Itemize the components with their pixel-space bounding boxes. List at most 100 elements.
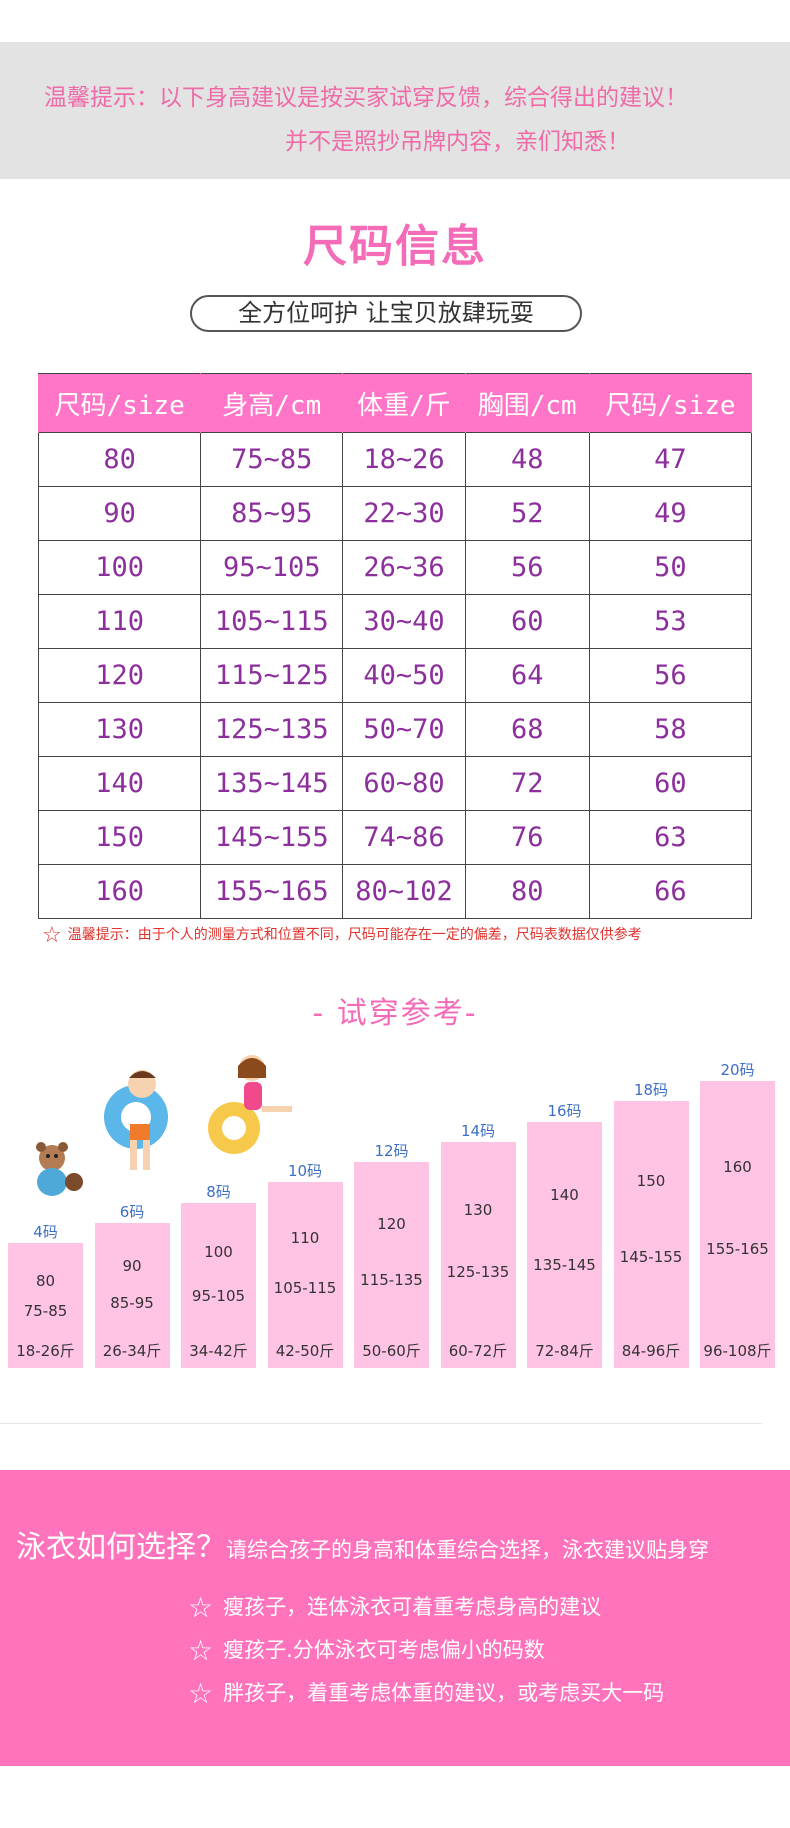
table-cell: 56 (588, 648, 753, 703)
bar: 80 75-85 18-26斤 (8, 1243, 83, 1368)
bar-height-value: 100 (204, 1243, 233, 1262)
table-row: 80 75~85 18~26 48 47 (37, 432, 753, 487)
bar-size-label: 8码 (206, 1182, 231, 1201)
guide-tip-text: 胖孩子，着重考虑体重的建议，或考虑买大一码 (223, 1681, 665, 1705)
bar-weight-range: 72-84斤 (535, 1342, 594, 1360)
table-row: 120 115~125 40~50 64 56 (37, 648, 753, 703)
table-cell: 47 (588, 432, 753, 487)
table-cell: 30~40 (342, 594, 466, 649)
guide-heading: 泳衣如何选择？请综合孩子的身高和体重综合选择，泳衣建议贴身穿 (16, 1522, 709, 1566)
table-row: 150 145~155 74~86 76 63 (37, 810, 753, 865)
notice-line-1: 温馨提示：以下身高建议是按买家试穿反馈，综合得出的建议！ (44, 85, 688, 111)
table-cell: 58 (588, 702, 753, 757)
header-height: 身高/cm (200, 373, 344, 433)
table-cell: 100 (37, 540, 202, 595)
table-cell: 52 (464, 486, 590, 541)
bar: 140 135-145 72-84斤 (527, 1121, 602, 1368)
bar-height-value: 160 (723, 1158, 752, 1177)
bar: 110 105-115 42-50斤 (267, 1182, 343, 1368)
bar-size-label: 4码 (33, 1223, 58, 1241)
teddy-bear-illustration (36, 1142, 83, 1196)
guide-tip: ☆ 瘦孩子.分体泳衣可考虑偏小的码数 (188, 1634, 545, 1667)
bar: 100 95-105 34-42斤 (181, 1202, 256, 1368)
table-cell: 80 (37, 432, 202, 487)
table-cell: 49 (588, 486, 753, 541)
bar-height-value: 90 (122, 1257, 142, 1276)
star-outline-icon: ☆ (188, 1591, 214, 1624)
star-outline-icon: ☆ (188, 1677, 214, 1710)
bar-height-range: 145-155 (619, 1248, 683, 1267)
bar-size-label: 14码 (460, 1121, 496, 1140)
table-row: 90 85~95 22~30 52 49 (37, 486, 753, 541)
table-cell: 26~36 (342, 540, 466, 595)
bar-weight-range: 96-108斤 (703, 1342, 772, 1360)
table-header-row: 尺码/size 身高/cm 体重/斤 胸围/cm 尺码/size (37, 373, 753, 433)
bar-size-label: 12码 (374, 1142, 409, 1160)
table-cell: 50 (588, 540, 753, 595)
table-cell: 40~50 (342, 648, 466, 703)
bar-weight-range: 18-26斤 (16, 1342, 75, 1360)
bar-height-range: 95-105 (191, 1286, 246, 1305)
bar-height-range: 105-115 (273, 1278, 337, 1297)
table-cell: 50~70 (342, 702, 466, 757)
table-row: 140 135~145 60~80 72 60 (37, 756, 753, 811)
bar-size-label: 10码 (287, 1162, 323, 1181)
bar-weight-range: 34-42斤 (189, 1342, 248, 1360)
table-cell: 48 (464, 432, 590, 487)
bar: 130 125-135 60-72斤 (440, 1141, 516, 1368)
table-cell: 63 (588, 810, 753, 865)
table-cell: 135~145 (200, 756, 344, 811)
bar-height-value: 140 (550, 1186, 579, 1205)
star-outline-icon: ☆ (188, 1634, 214, 1667)
table-cell: 125~135 (200, 702, 344, 757)
bar-height-value: 150 (636, 1172, 666, 1191)
table-row: 130 125~135 50~70 68 58 (37, 702, 753, 757)
table-cell: 66 (588, 864, 753, 919)
warning-text: 温馨提示：由于个人的测量方式和位置不同，尺码可能存在一定的偏差，尺码表数据仅供参… (67, 927, 642, 943)
header-size-2: 尺码/size (588, 373, 753, 433)
bar: 150 145-155 84-96斤 (613, 1101, 689, 1368)
table-cell: 22~30 (342, 486, 466, 541)
divider (0, 1423, 762, 1424)
bar-height-range: 85-95 (110, 1294, 154, 1313)
table-cell: 115~125 (200, 648, 344, 703)
bar-size-label: 20码 (720, 1061, 755, 1079)
bar: 90 85-95 26-34斤 (94, 1222, 170, 1368)
bar-height-range: 75-85 (23, 1301, 68, 1320)
size-table: 尺码/size 身高/cm 体重/斤 胸围/cm 尺码/size 80 75~85… (37, 373, 753, 919)
header-weight: 体重/斤 (342, 373, 466, 433)
table-cell: 64 (464, 648, 590, 703)
bar-weight-range: 42-50斤 (275, 1342, 335, 1360)
table-cell: 105~115 (200, 594, 344, 649)
table-row: 160 155~165 80~102 80 66 (37, 864, 753, 919)
subtitle-pill: 全方位呵护 让宝贝放肆玩耍 (190, 295, 582, 332)
boy-with-float-illustration (104, 1070, 168, 1170)
table-cell: 18~26 (342, 432, 466, 487)
table-cell: 145~155 (200, 810, 344, 865)
bar-height-value: 120 (377, 1214, 406, 1233)
trial-title: - 试穿参考- (312, 996, 478, 1031)
table-cell: 74~86 (342, 810, 466, 865)
table-cell: 60~80 (342, 756, 466, 811)
table-cell: 60 (464, 594, 590, 649)
guide-heading-title: 泳衣如何选择？ (16, 1530, 226, 1565)
header-size: 尺码/size (37, 373, 202, 433)
bar-weight-range: 84-96斤 (621, 1342, 681, 1360)
table-cell: 95~105 (200, 540, 344, 595)
bar-weight-range: 26-34斤 (102, 1342, 162, 1360)
bar-size-label: 6码 (119, 1202, 145, 1221)
table-cell: 110 (37, 594, 202, 649)
guide-tip: ☆ 胖孩子，着重考虑体重的建议，或考虑买大一码 (188, 1677, 664, 1710)
bar-height-range: 115-135 (360, 1271, 423, 1290)
table-row: 100 95~105 26~36 56 50 (37, 540, 753, 595)
table-cell: 60 (588, 756, 753, 811)
bar-height-value: 110 (290, 1228, 320, 1247)
bar: 160 155-165 96-108斤 (700, 1081, 775, 1368)
bar-size-label: 16码 (547, 1101, 582, 1120)
star-outline-icon: ☆ (42, 923, 62, 948)
header-chest: 胸围/cm (464, 373, 590, 433)
bar-height-range: 155-165 (706, 1240, 769, 1259)
table-cell: 130 (37, 702, 202, 757)
bar: 120 115-135 50-60斤 (354, 1162, 429, 1368)
table-cell: 53 (588, 594, 753, 649)
